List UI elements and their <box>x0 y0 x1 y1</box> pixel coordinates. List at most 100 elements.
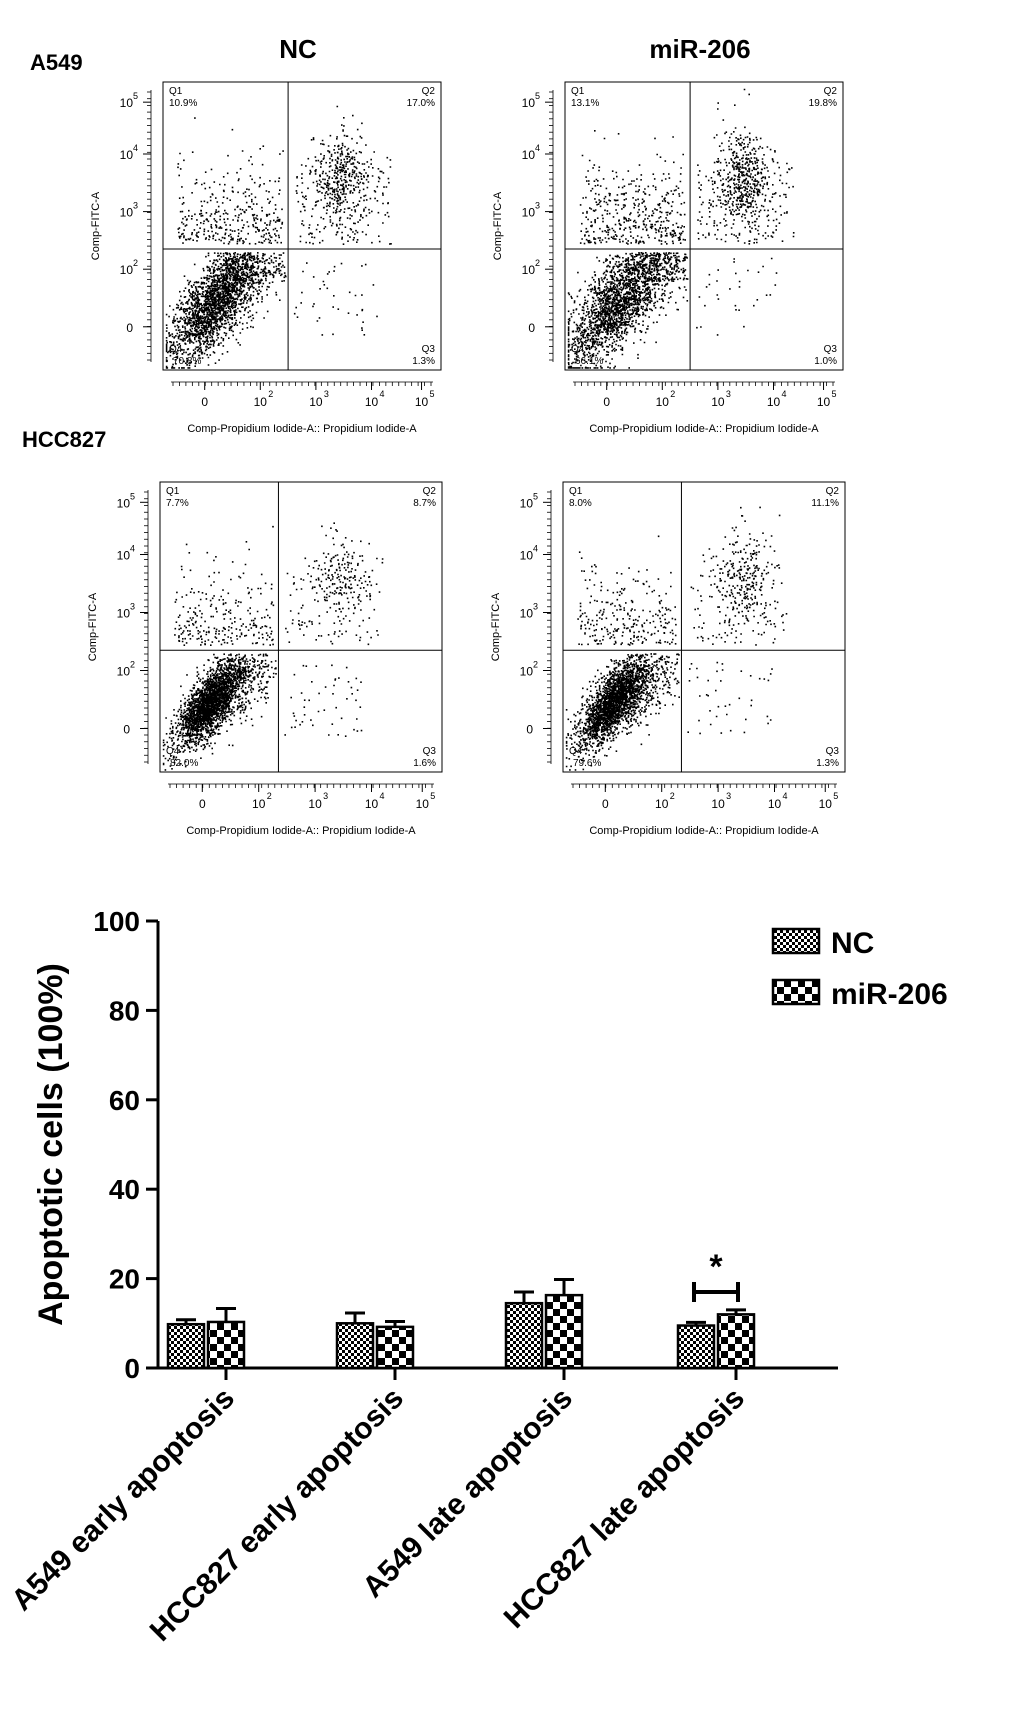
x-tick-label: 10 <box>768 797 782 811</box>
y-tick-exponent: 4 <box>535 143 540 153</box>
plot-frame <box>162 81 442 371</box>
quadrant-label: Q3 <box>423 746 437 757</box>
bar-mir206 <box>375 1325 415 1370</box>
y-tick-exponent: 5 <box>535 91 540 101</box>
quadrant-label: Q4 <box>571 344 585 355</box>
y-tick-label: 10 <box>520 665 534 679</box>
plot-frame <box>562 481 846 773</box>
y-tick-label: 10 <box>520 549 534 563</box>
y-tick-label: 20 <box>109 1264 140 1295</box>
row-header-hcc827: HCC827 <box>22 427 106 452</box>
bar-mir206 <box>544 1293 584 1370</box>
y-tick-label: 10 <box>117 549 131 563</box>
x-tick-label: 0 <box>603 395 610 409</box>
x-axis-title: Comp-Propidium Iodide-A:: Propidium Iodi… <box>589 423 819 435</box>
y-tick-label: 0 <box>123 723 130 737</box>
quadrant-percent: 8.7% <box>413 498 436 509</box>
column-header-mir206: miR-206 <box>649 34 750 64</box>
bar-nc <box>504 1301 544 1370</box>
x-tick-exponent: 4 <box>380 389 385 399</box>
x-tick-label: 10 <box>655 797 669 811</box>
x-tick-exponent: 2 <box>670 389 675 399</box>
y-tick-label: 10 <box>522 206 536 220</box>
bar-nc <box>676 1324 716 1370</box>
x-tick-label: 0 <box>201 395 208 409</box>
x-tick-label: 10 <box>711 395 725 409</box>
y-tick-label: 10 <box>522 148 536 162</box>
quadrant-percent: 70.8% <box>173 356 201 367</box>
x-tick-exponent: 3 <box>726 389 731 399</box>
legend-swatch-mir206 <box>771 978 821 1006</box>
quadrant-label: Q3 <box>826 746 840 757</box>
plot-frame <box>564 81 844 371</box>
y-tick-label: 10 <box>520 496 534 510</box>
y-tick-label: 10 <box>522 263 536 277</box>
quadrant-label: Q4 <box>166 746 180 757</box>
x-tick-exponent: 5 <box>430 791 435 801</box>
legend-label: NC <box>831 927 874 960</box>
y-tick-label: 10 <box>120 148 134 162</box>
y-tick-label: 10 <box>117 607 131 621</box>
quadrant-percent: 1.0% <box>814 356 837 367</box>
y-tick-exponent: 5 <box>533 491 538 501</box>
quadrant-label: Q4 <box>169 344 183 355</box>
y-tick-exponent: 3 <box>535 201 540 211</box>
quadrant-percent: 10.9% <box>169 98 197 109</box>
y-tick-label: 10 <box>120 96 134 110</box>
bar-nc <box>335 1322 375 1370</box>
y-tick-label: 10 <box>120 206 134 220</box>
quadrant-percent: 11.1% <box>811 498 839 509</box>
significance-marker: * <box>709 1248 723 1286</box>
y-tick-exponent: 4 <box>133 143 138 153</box>
flow-events <box>567 88 795 369</box>
y-tick-exponent: 3 <box>533 602 538 612</box>
x-tick-exponent: 3 <box>323 791 328 801</box>
y-tick-label: 80 <box>109 995 140 1026</box>
x-tick-label: 10 <box>819 797 833 811</box>
quadrant-label: Q1 <box>569 486 583 497</box>
y-tick-label: 10 <box>117 496 131 510</box>
y-axis-title: Comp-FITC-A <box>87 592 99 661</box>
quadrant-label: Q3 <box>824 344 838 355</box>
y-tick-exponent: 2 <box>535 258 540 268</box>
x-tick-label: 0 <box>199 797 206 811</box>
quadrant-label: Q2 <box>826 486 840 497</box>
y-tick-label: 60 <box>109 1085 140 1116</box>
y-tick-exponent: 3 <box>133 201 138 211</box>
quadrant-percent: 17.0% <box>407 98 435 109</box>
x-tick-exponent: 2 <box>670 791 675 801</box>
quadrant-label: Q3 <box>422 344 436 355</box>
x-tick-exponent: 4 <box>782 389 787 399</box>
quadrant-label: Q4 <box>569 746 583 757</box>
quadrant-percent: 79.6% <box>573 758 601 769</box>
y-tick-exponent: 3 <box>130 602 135 612</box>
y-tick-exponent: 2 <box>533 660 538 670</box>
y-tick-label: 40 <box>109 1174 140 1205</box>
flow-panel-a549-mir206: Q113.1%Q219.8%Q31.0%Q466.1%0010102210103… <box>492 81 844 435</box>
y-tick-label: 10 <box>520 607 534 621</box>
x-tick-exponent: 2 <box>267 791 272 801</box>
x-tick-exponent: 3 <box>324 389 329 399</box>
quadrant-label: Q2 <box>423 486 437 497</box>
quadrant-label: Q1 <box>571 86 585 97</box>
y-tick-exponent: 5 <box>130 491 135 501</box>
bar-mir206 <box>206 1320 246 1370</box>
y-axis-title: Comp-FITC-A <box>492 191 504 260</box>
quadrant-label: Q2 <box>422 86 436 97</box>
y-tick-label: 0 <box>526 723 533 737</box>
x-axis-title: Comp-Propidium Iodide-A:: Propidium Iodi… <box>589 825 819 837</box>
x-tick-label: 10 <box>656 395 670 409</box>
x-tick-label: 10 <box>416 797 430 811</box>
x-tick-label: 10 <box>365 395 379 409</box>
flow-events <box>165 105 392 369</box>
y-tick-label: 10 <box>522 96 536 110</box>
x-tick-label: 10 <box>415 395 429 409</box>
y-tick-exponent: 5 <box>133 91 138 101</box>
y-tick-label: 10 <box>117 665 131 679</box>
quadrant-label: Q2 <box>824 86 838 97</box>
row-header-a549: A549 <box>30 50 83 75</box>
x-tick-label: 10 <box>767 395 781 409</box>
x-tick-exponent: 4 <box>380 791 385 801</box>
